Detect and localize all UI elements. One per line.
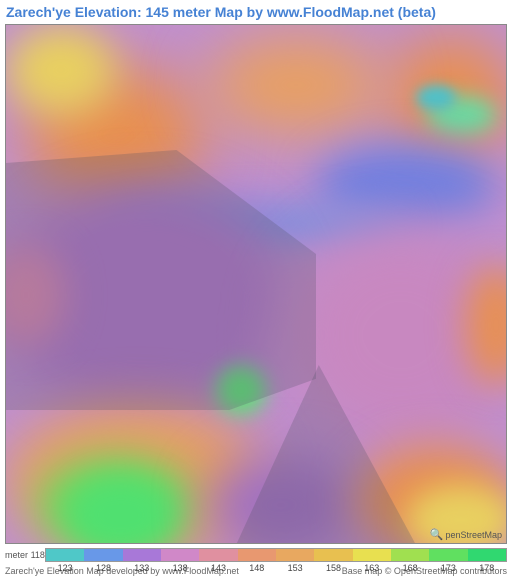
legend-cell: 178 xyxy=(468,549,506,561)
legend-cell: 143 xyxy=(199,549,237,561)
legend-value: 178 xyxy=(479,563,494,573)
magnifier-icon: 🔍 xyxy=(430,528,444,541)
legend-value: 173 xyxy=(441,563,456,573)
elevation-legend: meter 118 123128133138143148153158163168… xyxy=(5,546,507,564)
legend-value: 153 xyxy=(288,563,303,573)
legend-value: 138 xyxy=(173,563,188,573)
legend-cell: 133 xyxy=(123,549,161,561)
page-title: Zarech'ye Elevation: 145 meter Map by ww… xyxy=(0,0,512,24)
legend-cell: 123 xyxy=(46,549,84,561)
elevation-map[interactable]: 🔍 penStreetMap xyxy=(5,24,507,544)
legend-cell: 153 xyxy=(276,549,314,561)
legend-cell: 163 xyxy=(353,549,391,561)
map-container: Zarech'ye Elevation: 145 meter Map by ww… xyxy=(0,0,512,582)
legend-cell: 173 xyxy=(429,549,467,561)
terrain-blob xyxy=(206,35,386,135)
legend-cell: 148 xyxy=(238,549,276,561)
legend-value: 123 xyxy=(58,563,73,573)
legend-cell: 138 xyxy=(161,549,199,561)
legend-value: 158 xyxy=(326,563,341,573)
legend-cell: 168 xyxy=(391,549,429,561)
map-attribution: 🔍 penStreetMap xyxy=(430,528,502,541)
terrain-blob xyxy=(416,85,456,110)
legend-value: 168 xyxy=(403,563,418,573)
legend-value: 148 xyxy=(249,563,264,573)
legend-value: 128 xyxy=(96,563,111,573)
footer-left: Zarech'ye Elevation Map developed by www… xyxy=(5,566,239,576)
legend-unit: meter 118 xyxy=(5,550,45,560)
shadow-polygon xyxy=(6,150,316,410)
terrain-blob xyxy=(6,25,116,115)
legend-value: 143 xyxy=(211,563,226,573)
legend-cell: 128 xyxy=(84,549,122,561)
legend-scale: 123128133138143148153158163168173178 xyxy=(45,548,507,562)
legend-value: 163 xyxy=(364,563,379,573)
footer: meter 118 123128133138143148153158163168… xyxy=(5,546,507,578)
legend-value: 133 xyxy=(134,563,149,573)
attribution-label: penStreetMap xyxy=(445,530,502,540)
legend-cell: 158 xyxy=(314,549,352,561)
